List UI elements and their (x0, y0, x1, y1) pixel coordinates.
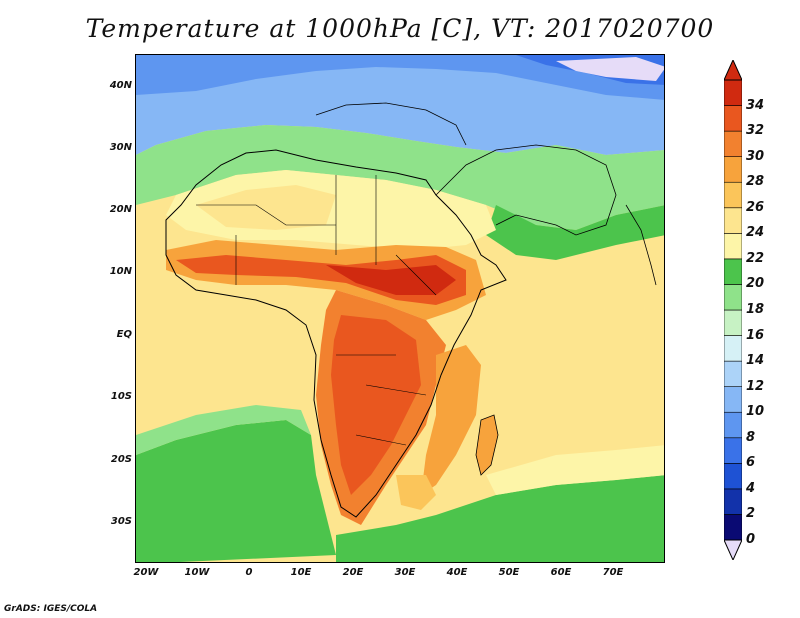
lon-label-60e: 60E (550, 567, 572, 578)
colorbar-tick-label: 14 (746, 353, 765, 369)
east-africa-orange (421, 345, 481, 495)
colorbar-tick-label: 24 (746, 225, 765, 241)
colorbar-over-arrow (724, 60, 742, 81)
colorbar-segment (724, 514, 742, 541)
southern-ocean-green (336, 475, 664, 562)
colorbar (724, 60, 742, 560)
colorbar-segment (724, 284, 742, 311)
colorbar-tick-label: 30 (746, 148, 765, 164)
lon-label-50e: 50E (498, 567, 520, 578)
colorbar-segment (724, 360, 742, 387)
colorbar-segment (724, 130, 742, 157)
lon-label-70e: 70E (602, 567, 624, 578)
snow-zone (556, 57, 664, 81)
colorbar-segment (724, 79, 742, 106)
colorbar-tick-label: 18 (746, 302, 765, 317)
lat-label-10s: 10S (110, 391, 132, 402)
colorbar-segment (724, 411, 742, 439)
colorbar-tick-label: 22 (746, 250, 765, 266)
map-canvas (136, 55, 664, 562)
colorbar-tick-label: 2 (746, 506, 756, 522)
madagascar (475, 414, 499, 476)
south-africa-plateau (396, 475, 436, 510)
colorbar-segment (724, 463, 742, 490)
colorbar-tick-label: 6 (746, 455, 756, 471)
south-atlantic-light-green (136, 405, 311, 455)
africa-coastline (165, 149, 507, 518)
lat-label-20s: 20S (110, 454, 132, 465)
europe-coastline (315, 102, 467, 146)
colorbar-tick-label: 34 (746, 97, 765, 113)
colorbar-segment (724, 233, 742, 260)
colorbar-segment (724, 386, 742, 413)
colorbar-segment (724, 309, 742, 336)
colorbar-tick-label: 32 (746, 123, 765, 139)
footer-credit: GrADS: IGES/COLA (4, 604, 98, 614)
colorbar-tick-label: 4 (746, 480, 756, 496)
sahara-warm (196, 185, 336, 230)
temperature-map (135, 54, 665, 563)
colorbar-segment (724, 207, 742, 234)
arabia-coastline (435, 144, 617, 236)
chart-title: Temperature at 1000hPa [C], VT: 20170207… (85, 14, 715, 43)
colorbar-tick-label: 12 (746, 378, 765, 394)
country-borders (196, 175, 437, 446)
colorbar-segment (724, 258, 742, 285)
colder-north-zone (136, 55, 664, 100)
lon-label-10w: 10W (184, 567, 210, 578)
colorbar-tick-label: 26 (746, 199, 765, 215)
sahel-hot (326, 265, 456, 295)
colorbar-tick-label: 28 (746, 174, 765, 190)
colorbar-segment (724, 181, 742, 209)
lat-label-40n: 40N (109, 80, 132, 91)
lat-label-20n: 20N (109, 204, 132, 215)
colorbar-segment (724, 437, 742, 464)
colorbar-tick-label: 10 (746, 404, 765, 420)
india-coastline (625, 204, 657, 286)
colorbar-under-arrow (724, 539, 742, 560)
lon-label-0: 0 (245, 567, 253, 578)
colorbar-segment (724, 105, 742, 132)
indian-ocean-yellow (486, 445, 664, 495)
central-africa-red (331, 315, 421, 495)
arabian-sea-green (486, 205, 664, 260)
lon-label-20e: 20E (342, 567, 364, 578)
lon-label-40e: 40E (446, 567, 468, 578)
colorbar-tick-label: 16 (746, 327, 765, 343)
lat-label-30n: 30N (109, 142, 132, 153)
colorbar-tick-label: 0 (746, 532, 756, 547)
lon-label-20w: 20W (133, 567, 159, 578)
lat-label-eq: EQ (116, 329, 132, 340)
colorbar-tick-label: 8 (746, 429, 756, 445)
lon-label-10e: 10E (290, 567, 312, 578)
colorbar-segment (724, 335, 742, 362)
lat-label-10n: 10N (109, 266, 132, 277)
south-atlantic-green (136, 420, 336, 562)
lat-label-30s: 30S (110, 516, 132, 527)
colorbar-segment (724, 488, 742, 515)
colorbar-segment (724, 156, 742, 183)
lon-label-30e: 30E (394, 567, 416, 578)
colorbar-tick-label: 20 (746, 276, 765, 292)
